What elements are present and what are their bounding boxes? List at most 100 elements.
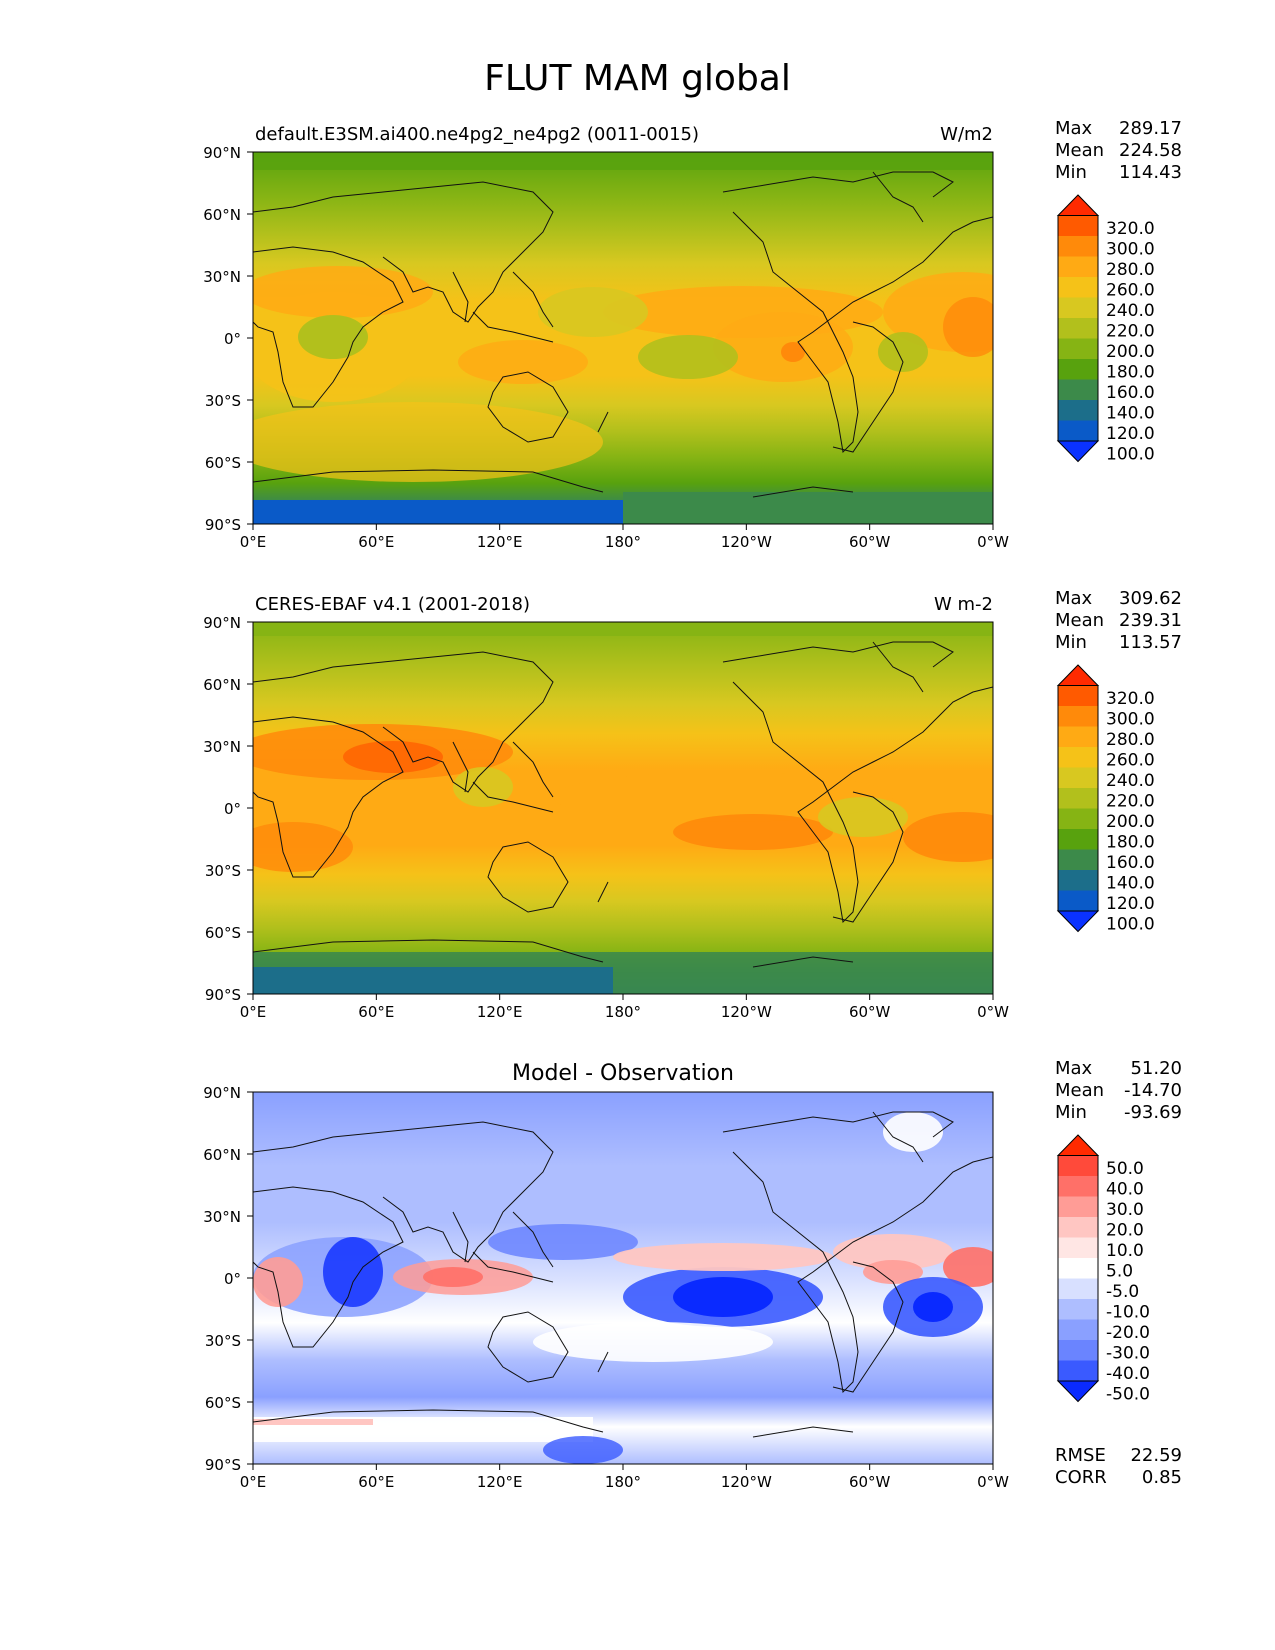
colorbar-label: 280.0: [1106, 730, 1155, 750]
field-blob: [913, 1292, 953, 1322]
colorbar-label: 260.0: [1106, 750, 1155, 770]
lon-tick-label: 120°W: [721, 533, 772, 551]
field-blob: [553, 772, 893, 822]
stat-label: Max: [1055, 1058, 1093, 1079]
field-blob: [323, 1237, 383, 1307]
colorbar-extend-top: [1056, 664, 1100, 686]
colorbar-extend-bottom: [1056, 1380, 1100, 1403]
field-blob: [343, 741, 443, 773]
lon-tick-label: 60°E: [358, 1003, 394, 1021]
coastlines: [253, 1111, 993, 1438]
stat-label: CORR: [1055, 1467, 1107, 1488]
stat-label: RMSE: [1055, 1445, 1106, 1466]
colorbar-label: 320.0: [1106, 219, 1155, 239]
map-area: 90°N 60°N 30°N 0° 30°S 60°S 90°S0°E 60°E 120°E 18…: [203, 144, 1009, 551]
field-blob: [673, 814, 833, 850]
panel-left-title: CERES-EBAF v4.1 (2001-2018): [255, 594, 530, 615]
stats-block: Max 51.20 Mean -14.70 Min -93.69: [1055, 1058, 1182, 1123]
colorbar-label: -50.0: [1106, 1384, 1150, 1404]
stat-label: Mean: [1055, 140, 1104, 161]
lat-tick-label: 0°: [224, 330, 241, 348]
field-blob: [673, 1277, 773, 1317]
colorbar-frame: [1057, 685, 1099, 912]
colorbar-label: 180.0: [1106, 362, 1155, 382]
lat-tick-label: 60°S: [205, 924, 241, 942]
lon-tick-label: 120°E: [477, 533, 523, 551]
map-axes: 90°N 60°N 30°N 0° 30°S 60°S 90°S0°E 60°E 120°E 18…: [203, 144, 1009, 551]
colorbar-label: 260.0: [1106, 280, 1155, 300]
lon-tick-label: 180°: [605, 1473, 641, 1491]
field-blob: [543, 1436, 623, 1464]
lat-tick-label: 90°S: [205, 1456, 241, 1474]
lon-tick-label: 60°E: [358, 533, 394, 551]
colorbar-label: 300.0: [1106, 239, 1155, 259]
colorbar-segment: [1058, 1340, 1098, 1361]
field-blob: [613, 1243, 833, 1271]
field-blob: [538, 287, 648, 337]
stat-value: 113.57: [1119, 632, 1182, 653]
map-area: 90°N 60°N 30°N 0° 30°S 60°S 90°S0°E 60°E 120°E 18…: [203, 1084, 1009, 1491]
colorbar-label: 160.0: [1106, 853, 1155, 873]
stat-label: Min: [1055, 1102, 1087, 1123]
lat-tick-label: 30°S: [205, 1332, 241, 1350]
colorbar-label: 120.0: [1106, 894, 1155, 914]
colorbar-label: 30.0: [1106, 1200, 1144, 1220]
field-band: [253, 622, 993, 636]
lon-tick-label: 0°W: [977, 1473, 1009, 1491]
coastlines: [253, 641, 993, 968]
field-blob: [253, 1257, 303, 1307]
colorbar-segment: [1058, 379, 1098, 400]
colorbar-segment: [1058, 1217, 1098, 1238]
coastlines: [253, 171, 993, 498]
lat-tick-label: 0°: [224, 800, 241, 818]
stat-value: 22.59: [1130, 1445, 1182, 1466]
colorbar-segment: [1058, 849, 1098, 870]
field-blob: [488, 1224, 638, 1260]
field-blob: [943, 1247, 993, 1287]
colorbar-segment: [1058, 1278, 1098, 1299]
colorbar-label: 200.0: [1106, 342, 1155, 362]
colorbar-segment: [1058, 215, 1098, 236]
field-blob: [878, 332, 928, 372]
colorbar-segment: [1058, 1258, 1098, 1279]
colorbar-segment: [1058, 706, 1098, 727]
error-stats-block: RMSE 22.59 CORR 0.85: [1055, 1445, 1182, 1488]
colorbar-segment: [1058, 747, 1098, 768]
colorbar-label: 320.0: [1106, 689, 1155, 709]
colorbar-label: 220.0: [1106, 321, 1155, 341]
lat-tick-label: 90°S: [205, 516, 241, 534]
field-blob: [781, 342, 805, 362]
colorbar-segment: [1058, 890, 1098, 911]
colorbar-segment: [1058, 400, 1098, 421]
lat-tick-label: 30°N: [203, 1208, 241, 1226]
colorbar-segment: [1058, 297, 1098, 318]
panel-units: W/m2: [940, 124, 993, 145]
field-band: [253, 967, 613, 994]
map-axes: 90°N 60°N 30°N 0° 30°S 60°S 90°S0°E 60°E 120°E 18…: [203, 1084, 1009, 1491]
stat-value: 239.31: [1119, 610, 1182, 631]
colorbar-label: 140.0: [1106, 873, 1155, 893]
field-blob: [818, 797, 908, 837]
colorbar: 320.0300.0280.0260.0240.0220.0200.0180.0…: [1056, 664, 1155, 934]
colorbar-extend-bottom: [1056, 440, 1100, 463]
lon-tick-label: 120°E: [477, 1003, 523, 1021]
lat-tick-label: 90°S: [205, 986, 241, 1004]
field-blob: [253, 402, 603, 482]
lon-tick-label: 180°: [605, 1003, 641, 1021]
colorbar-label: 10.0: [1106, 1241, 1144, 1261]
colorbar-label: 160.0: [1106, 383, 1155, 403]
lon-tick-label: 60°E: [358, 1473, 394, 1491]
field-band: [253, 1419, 373, 1425]
colorbar-label: 280.0: [1106, 260, 1155, 280]
field-blob: [903, 812, 993, 862]
stat-value: 309.62: [1119, 588, 1182, 609]
field-blob: [883, 1112, 943, 1152]
colorbar-label: 240.0: [1106, 771, 1155, 791]
lon-tick-label: 0°W: [977, 1003, 1009, 1021]
panel-units: W m-2: [934, 594, 993, 615]
lat-tick-label: 90°N: [203, 1084, 241, 1102]
lon-tick-label: 60°W: [849, 533, 891, 551]
stat-value: -93.69: [1124, 1102, 1182, 1123]
colorbar-segment: [1058, 767, 1098, 788]
